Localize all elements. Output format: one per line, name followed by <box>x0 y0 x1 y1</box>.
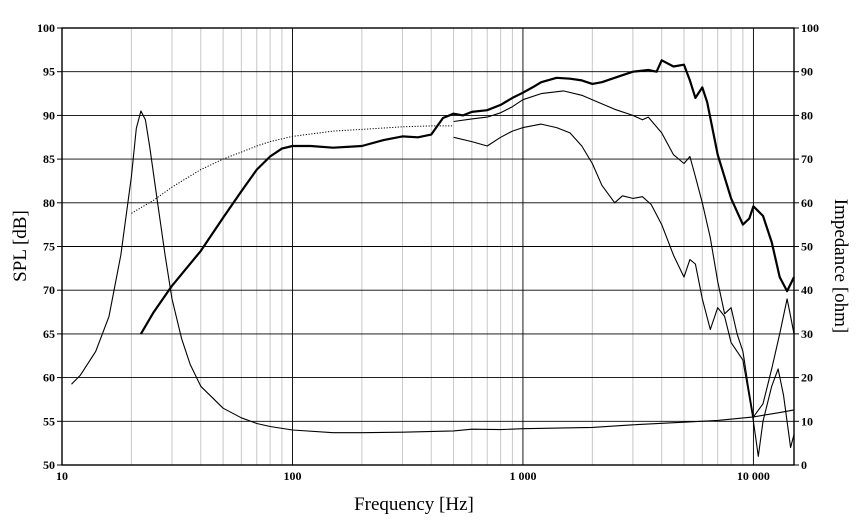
x-tick-label: 1 000 <box>509 469 536 483</box>
y-axis-label: SPL [dB] <box>10 210 31 282</box>
y2-tick-label: 90 <box>801 65 813 79</box>
y2-tick-label: 50 <box>801 240 813 254</box>
y-tick-label: 75 <box>43 240 55 254</box>
y2-tick-label: 40 <box>801 283 813 297</box>
y-tick-labels: 50 55 60 65 70 75 80 85 90 95 100 <box>37 21 55 472</box>
x-tick-label: 10 000 <box>737 469 770 483</box>
y-tick-label: 100 <box>37 21 55 35</box>
y-tick-label: 85 <box>43 152 55 166</box>
y2-tick-label: 20 <box>801 371 813 385</box>
y-tick-label: 55 <box>43 414 55 428</box>
y-tick-label: 65 <box>43 327 55 341</box>
y2-tick-labels: 0 10 20 30 40 50 60 70 80 90 100 <box>801 21 819 472</box>
y2-axis-label: Impedance [ohm] <box>830 199 851 334</box>
y2-tick-label: 0 <box>801 458 807 472</box>
major-grid <box>57 27 799 466</box>
plot-frame <box>61 27 795 466</box>
y2-tick-label: 100 <box>801 21 819 35</box>
y2-tick-label: 30 <box>801 327 813 341</box>
y-tick-label: 80 <box>43 196 55 210</box>
series-line-4 <box>131 125 454 214</box>
series-line-1 <box>139 59 795 335</box>
x-tick-label: 100 <box>283 469 301 483</box>
y-tick-label: 95 <box>43 65 55 79</box>
series-layer <box>71 59 795 457</box>
x-axis-label: Frequency [Hz] <box>354 494 474 515</box>
x-tick-labels: 10 100 1 000 10 000 <box>56 469 770 483</box>
series-line-5 <box>71 110 795 434</box>
y2-tick-label: 80 <box>801 108 813 122</box>
y-tick-label: 50 <box>43 458 55 472</box>
y2-tick-label: 60 <box>801 196 813 210</box>
series-line-3 <box>453 123 795 457</box>
y2-tick-label: 10 <box>801 414 813 428</box>
y2-tick-label: 70 <box>801 152 813 166</box>
x-tick-label: 10 <box>56 469 68 483</box>
series-line-2 <box>453 90 795 418</box>
y-tick-label: 60 <box>43 371 55 385</box>
y-tick-label: 70 <box>43 283 55 297</box>
y-tick-label: 90 <box>43 108 55 122</box>
